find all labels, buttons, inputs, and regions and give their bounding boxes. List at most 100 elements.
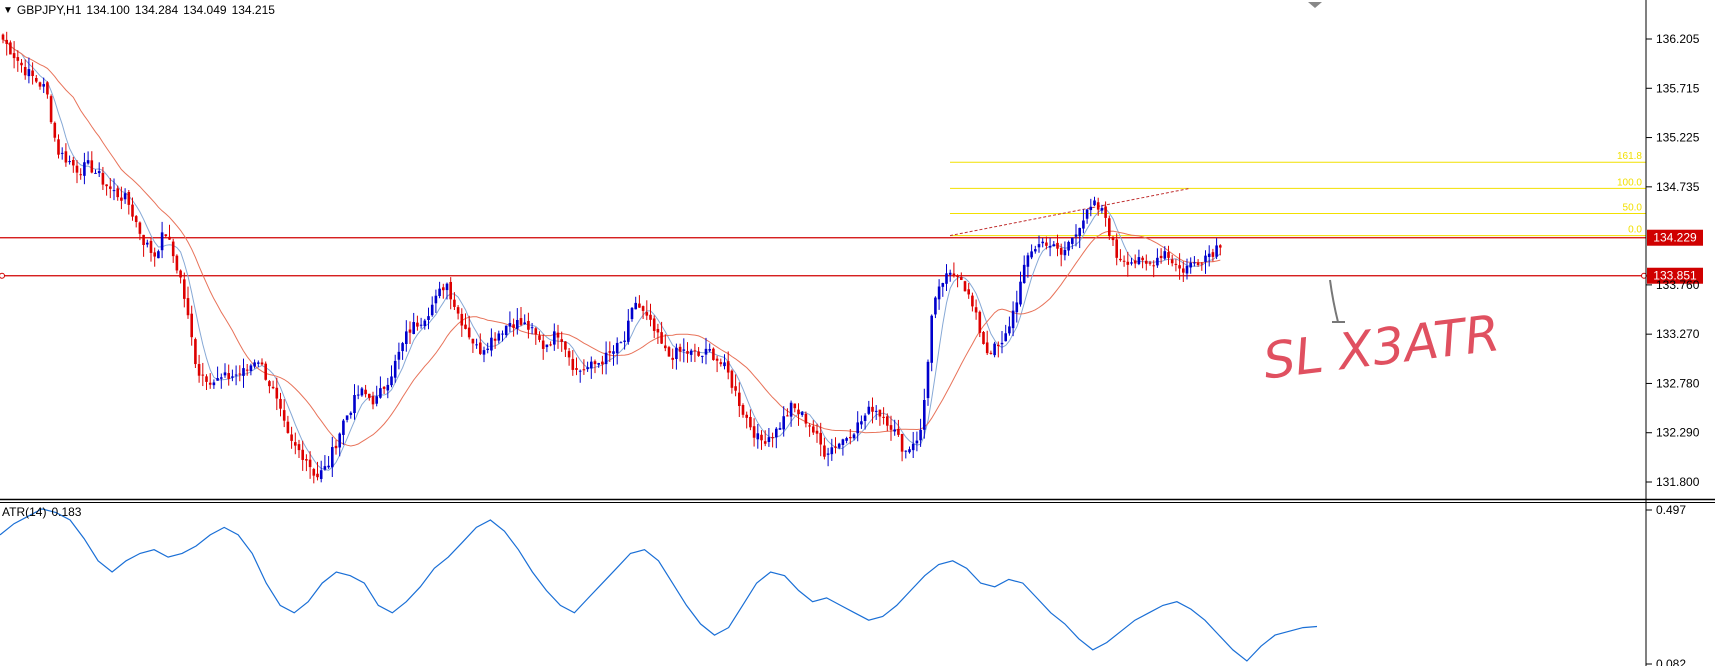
candle-up: [941, 283, 945, 287]
candle-up: [993, 343, 996, 356]
candle-up: [948, 272, 952, 275]
candle-up: [112, 190, 116, 192]
candle-down: [749, 416, 752, 428]
atr-value: 0.183: [51, 505, 82, 519]
candle-down: [997, 344, 1000, 347]
candle-down: [109, 186, 112, 189]
candle-up: [1078, 227, 1081, 237]
candle-down: [368, 393, 371, 398]
candle-up: [782, 416, 785, 430]
candle-down: [1148, 262, 1152, 264]
candle-up: [597, 363, 600, 365]
support-price-tag: [1647, 267, 1703, 284]
candle-up: [257, 362, 260, 364]
candle-down: [715, 358, 719, 361]
candle-down: [638, 303, 641, 308]
price-tick-label: 134.735: [1656, 180, 1700, 194]
candle-up: [1074, 234, 1078, 237]
candle-down: [1059, 247, 1063, 255]
ohlc-low: 134.049: [183, 3, 227, 17]
candle-up: [445, 283, 449, 291]
candle-down: [538, 335, 541, 340]
candle-up: [27, 69, 31, 77]
candle-up: [338, 433, 341, 448]
candle-up: [911, 443, 915, 451]
candle-down: [1104, 206, 1107, 218]
candle-up: [778, 428, 782, 430]
candle-up: [867, 406, 871, 414]
candle-down: [456, 307, 460, 314]
candle-up: [893, 429, 896, 432]
candle-up: [1082, 220, 1085, 229]
candle-down: [849, 436, 852, 439]
candle-down: [1126, 261, 1130, 265]
candle-down: [1211, 252, 1215, 257]
candle-up: [1037, 244, 1041, 248]
candle-down: [79, 174, 82, 176]
candle-up: [393, 360, 397, 378]
candle-up: [545, 344, 549, 348]
candle-up: [1034, 249, 1037, 252]
candle-down: [575, 368, 578, 370]
candle-down: [645, 312, 649, 316]
candle-down: [897, 428, 900, 435]
candle-up: [926, 361, 930, 399]
candle-up: [490, 337, 493, 351]
candle-down: [5, 39, 8, 44]
candle-down: [1145, 260, 1148, 264]
candle-up: [1100, 208, 1104, 211]
candle-down: [1056, 242, 1059, 249]
candle-down: [571, 358, 575, 370]
candle-down: [35, 77, 38, 82]
candle-down: [1219, 245, 1222, 248]
candle-up: [430, 304, 434, 316]
level-handle[interactable]: [0, 272, 5, 279]
candle-up: [234, 374, 238, 376]
candle-up: [353, 395, 356, 414]
candle-down: [116, 188, 119, 198]
candle-up: [800, 412, 804, 415]
candle-up: [1093, 200, 1096, 206]
candle-down: [549, 344, 552, 346]
candle-down: [963, 281, 967, 292]
candle-up: [345, 415, 349, 420]
candle-up: [845, 438, 848, 441]
candle-down: [1182, 268, 1185, 273]
candle-down: [819, 432, 822, 445]
candle-down: [131, 204, 134, 217]
candle-up: [68, 161, 71, 163]
fib-trend-line[interactable]: [949, 187, 1191, 237]
scroll-marker-icon[interactable]: [1308, 2, 1322, 8]
candle-down: [282, 410, 286, 421]
candle-down: [1108, 218, 1111, 236]
candle-down: [1152, 265, 1155, 267]
candle-down: [90, 160, 94, 173]
price-tick-label: 133.760: [1656, 278, 1700, 292]
candle-down: [741, 404, 745, 415]
candle-down: [382, 386, 386, 389]
candle-up: [775, 428, 778, 438]
price-tick-label: 136.205: [1656, 32, 1700, 46]
price-tick-label: 132.780: [1656, 376, 1700, 390]
candle-up: [1026, 255, 1030, 267]
candle-down: [693, 350, 697, 352]
candle-up: [231, 376, 234, 378]
candle-down: [23, 67, 27, 76]
candle-down: [16, 57, 20, 61]
candle-down: [290, 434, 293, 441]
candle-down: [1115, 239, 1118, 258]
dropdown-triangle-icon[interactable]: ▼: [3, 4, 13, 16]
candle-down: [453, 299, 456, 307]
candle-down: [264, 363, 267, 380]
candle-down: [53, 122, 57, 138]
candle-down: [985, 342, 989, 354]
candle-down: [697, 351, 700, 356]
candle-down: [179, 270, 182, 278]
candle-up: [242, 368, 245, 376]
candle-up: [789, 402, 793, 417]
candle-down: [75, 165, 79, 173]
candle-up: [386, 384, 390, 391]
candle-up: [908, 449, 911, 453]
candle-down: [175, 255, 179, 271]
